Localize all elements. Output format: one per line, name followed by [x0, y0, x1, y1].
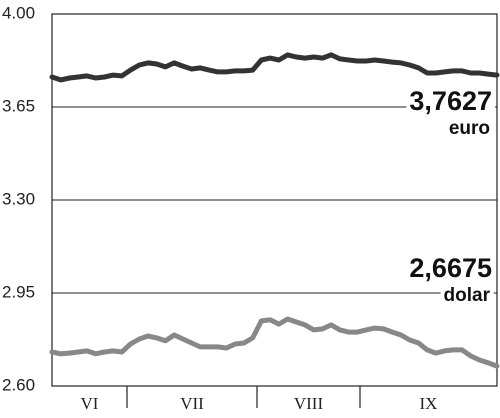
- y-tick-label: 3.30: [2, 189, 35, 208]
- annotation-bg: [406, 252, 495, 285]
- x-tick-label: VIII: [294, 394, 324, 413]
- x-tick-label: VII: [180, 394, 204, 413]
- annotation-value: 3,7627: [409, 86, 492, 116]
- x-tick-label: VI: [81, 394, 99, 413]
- annotation-value: 2,6675: [409, 253, 492, 283]
- annotation-label: dolar: [444, 285, 491, 306]
- series-line: [49, 52, 500, 83]
- annotation-bg: [440, 284, 494, 308]
- y-tick-label: 2.95: [2, 282, 35, 301]
- x-tick-label: IX: [420, 394, 438, 413]
- annotation-label: euro: [449, 118, 490, 139]
- annotation-bg: [406, 85, 495, 118]
- series-line: [49, 316, 500, 369]
- y-tick-label: 2.60: [2, 375, 35, 394]
- y-tick-label: 4.00: [2, 3, 35, 22]
- y-tick-label: 3.65: [2, 96, 35, 115]
- annotation-bg: [445, 117, 493, 141]
